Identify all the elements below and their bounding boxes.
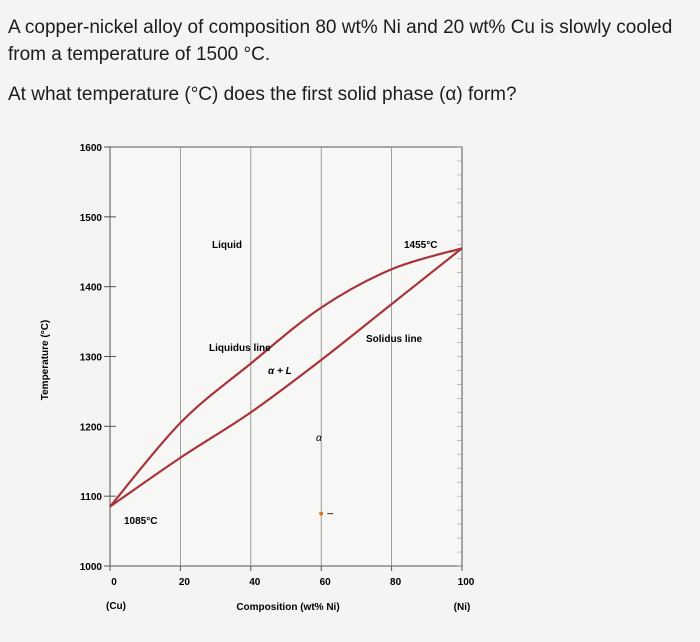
question-text: A copper-nickel alloy of composition 80 …	[8, 14, 688, 121]
x-tick-label: 0	[111, 577, 117, 588]
y-tick-label: 1100	[80, 492, 102, 503]
x-tick-label: 40	[249, 577, 261, 588]
x-end-label-ni: (Ni)	[454, 602, 471, 613]
cu-melt-label: 1085°C	[124, 516, 157, 527]
x-tick-label: 60	[320, 577, 332, 588]
plot-frame	[109, 146, 463, 567]
liquidus-line-curve	[109, 247, 463, 508]
curves	[109, 247, 463, 516]
question-line-1: A copper-nickel alloy of composition 80 …	[8, 17, 673, 65]
y-axis-label: Temperature (°C)	[40, 320, 51, 401]
alpha-liquid-region-label: α + L	[268, 366, 292, 377]
x-tick-label: 20	[179, 577, 191, 588]
question-line-2: At what temperature (°C) does the first …	[8, 84, 517, 105]
ni-melt-label: 1455°C	[404, 240, 437, 251]
y-tick-label: 1300	[80, 353, 103, 364]
solidus-line-label: Solidus line	[366, 334, 423, 345]
ticks: 1000 1100 1200 1300 1400 1500 1600 0 20 40 60 80 100	[80, 143, 475, 588]
x-axis-label: Composition (wt% Ni)	[236, 602, 339, 613]
liquidus-line-label: Liquidus line	[209, 343, 271, 354]
liquid-region-label: Liquid	[212, 240, 242, 251]
alpha-region-label: α	[316, 433, 322, 444]
y-tick-label: 1400	[80, 283, 103, 294]
grid	[109, 146, 463, 567]
x-end-label-cu: (Cu)	[106, 601, 126, 612]
y-tick-label: 1200	[80, 422, 103, 433]
y-tick-label: 1500	[80, 213, 103, 224]
y-tick-label: 1000	[80, 562, 103, 573]
y-tick-label: 1600	[80, 143, 103, 154]
solidus-line-curve	[109, 247, 463, 508]
x-tick-label: 80	[390, 577, 402, 588]
composition-marker	[319, 511, 324, 516]
x-tick-label: 100	[458, 577, 475, 588]
